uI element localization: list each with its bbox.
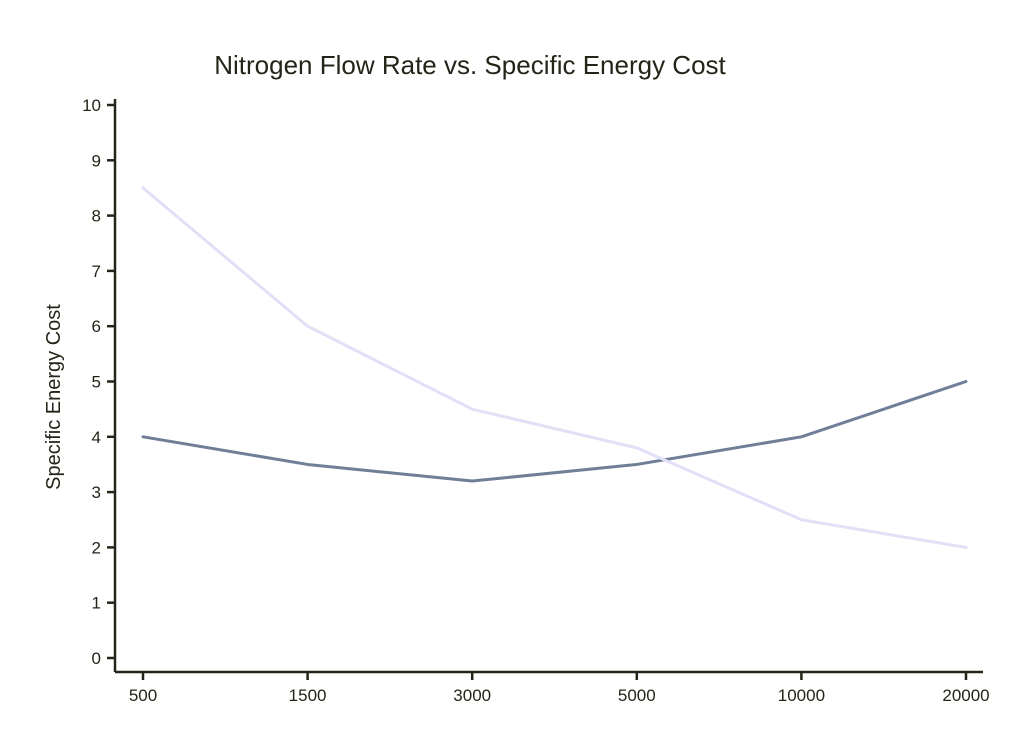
x-tick-label: 3000 <box>453 686 491 705</box>
y-tick-label: 4 <box>92 428 101 447</box>
y-axis-label: Specific Energy Cost <box>43 304 65 490</box>
y-tick-label: 1 <box>92 594 101 613</box>
chart-title: Nitrogen Flow Rate vs. Specific Energy C… <box>214 50 726 80</box>
x-tick-label: 500 <box>129 686 157 705</box>
y-tick-label: 10 <box>82 96 101 115</box>
y-tick-label: 9 <box>92 151 101 170</box>
y-tick-label: 2 <box>92 538 101 557</box>
x-tick-label: 10000 <box>778 686 825 705</box>
y-tick-label: 6 <box>92 317 101 336</box>
axes-layer: 0 1 2 3 4 5 6 7 8 9 10 500 1500 3000 5000 10000 20000 <box>82 96 990 705</box>
series-line-light-lavender-line <box>141 186 968 549</box>
y-tick-label: 3 <box>92 483 101 502</box>
series-layer <box>141 186 968 549</box>
x-tick-label: 20000 <box>942 686 989 705</box>
y-tick-label: 7 <box>92 262 101 281</box>
series-line-dark-slate-line <box>141 380 968 483</box>
x-tick-label: 5000 <box>618 686 656 705</box>
y-tick-label: 0 <box>92 649 101 668</box>
x-tick-label: 1500 <box>289 686 327 705</box>
y-tick-label: 5 <box>92 373 101 392</box>
y-tick-label: 8 <box>92 207 101 226</box>
